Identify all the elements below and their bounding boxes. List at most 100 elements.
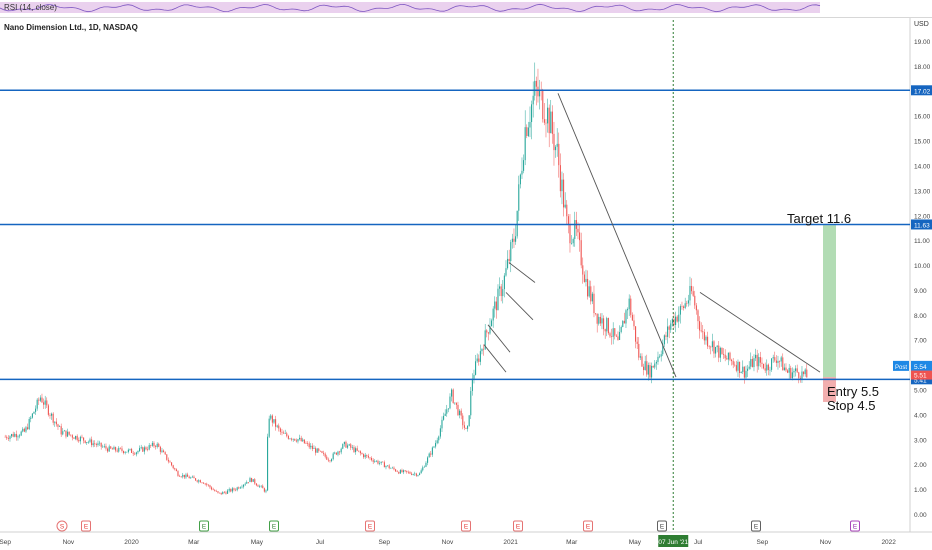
candle-body [353, 447, 355, 453]
candle-body [278, 425, 280, 429]
candle-body [41, 397, 43, 403]
earnings-event-icon[interactable] [850, 520, 860, 532]
candle-body [217, 491, 219, 493]
candle-body [545, 122, 547, 124]
candle-body [87, 441, 89, 443]
candle-body [196, 480, 198, 482]
trendline-main[interactable] [557, 93, 677, 378]
candle-body [76, 435, 78, 441]
earnings-event-icon[interactable] [657, 520, 667, 532]
candle-body [84, 440, 86, 443]
time-tick-label: 2022 [881, 539, 896, 546]
flag-channel-line[interactable] [508, 262, 536, 283]
earnings-event-icon[interactable] [269, 520, 279, 532]
candle-body [414, 473, 416, 475]
candle-body [686, 303, 688, 304]
candle-body [38, 399, 40, 401]
candle-body [774, 357, 776, 361]
candle-body [223, 491, 225, 493]
candle-body [292, 438, 294, 440]
candle-body [641, 356, 643, 367]
candle-body [451, 389, 453, 397]
candle-body [171, 462, 173, 466]
candle-body [534, 80, 536, 96]
candle-body [627, 309, 629, 311]
candle-body [49, 414, 51, 416]
candle-body [723, 353, 725, 355]
candle-body [97, 443, 99, 446]
candle-body [537, 86, 539, 97]
candle-body [132, 452, 134, 454]
candle-body [747, 368, 749, 371]
event-marker-label: E [272, 524, 277, 531]
candle-body [153, 442, 155, 447]
pane-divider[interactable] [0, 17, 932, 18]
candle-body [695, 305, 697, 311]
candle-body [726, 358, 728, 360]
candle-body [563, 179, 565, 208]
price-axis-unit[interactable]: USD [914, 21, 929, 28]
candle-body [633, 320, 635, 327]
candle-body [580, 240, 582, 266]
price-tick-label: 4.00 [914, 412, 927, 419]
candle-body [350, 444, 352, 448]
candle-body [697, 310, 699, 322]
flag-channel-line[interactable] [487, 324, 511, 353]
candle-body [139, 448, 141, 451]
candle-body [297, 439, 299, 442]
price-tick-label: 3.00 [914, 437, 927, 444]
candle-body [324, 453, 326, 457]
candle-body [385, 465, 387, 468]
candle-body [116, 450, 118, 452]
candle-body [419, 473, 421, 475]
candle-body [30, 417, 32, 419]
candle-body [187, 474, 189, 477]
stop-zone [823, 377, 836, 402]
candle-body [380, 461, 382, 464]
candle-body [729, 352, 731, 360]
earnings-event-icon[interactable] [751, 520, 761, 532]
candle-body [342, 444, 344, 449]
candle-body [62, 431, 64, 435]
candle-body [623, 320, 625, 324]
candle-body [190, 477, 192, 479]
candle-body [676, 316, 678, 322]
candle-body [775, 360, 777, 363]
candle-body [273, 419, 275, 423]
trendline-secondary[interactable] [699, 292, 821, 373]
candle-body [735, 365, 737, 371]
candle-body [785, 367, 787, 371]
earnings-event-icon[interactable] [199, 520, 209, 532]
candle-body [284, 433, 286, 434]
candle-body [300, 437, 302, 442]
candle-body [249, 478, 251, 483]
candle-body [535, 80, 537, 87]
flag-channel-line[interactable] [505, 292, 534, 321]
candle-body [481, 348, 483, 352]
candle-body [191, 476, 193, 478]
candle-body [257, 485, 259, 487]
candle-body [710, 346, 712, 348]
earnings-event-icon[interactable] [81, 520, 91, 532]
candle-body [638, 343, 640, 358]
candle-body [65, 430, 67, 437]
earnings-event-icon[interactable] [583, 520, 593, 532]
candle-body [241, 486, 243, 488]
candle-body [247, 482, 249, 483]
candle-body [769, 369, 771, 371]
candle-body [499, 286, 501, 289]
candle-body [174, 468, 176, 470]
time-tick-label: Jul [316, 539, 325, 546]
event-marker-label: E [754, 524, 759, 531]
candle-body [318, 448, 320, 451]
candle-body [142, 447, 144, 452]
candle-body [332, 453, 334, 460]
earnings-event-icon[interactable] [513, 520, 523, 532]
earnings-event-icon[interactable] [365, 520, 375, 532]
candle-body [591, 293, 593, 302]
split-event-icon[interactable] [56, 520, 68, 532]
flag-channel-line[interactable] [483, 344, 507, 373]
price-chart[interactable]: 19.0018.0017.0016.0015.0014.0013.0012.00… [0, 18, 932, 550]
candle-body [57, 424, 59, 427]
earnings-event-icon[interactable] [461, 520, 471, 532]
